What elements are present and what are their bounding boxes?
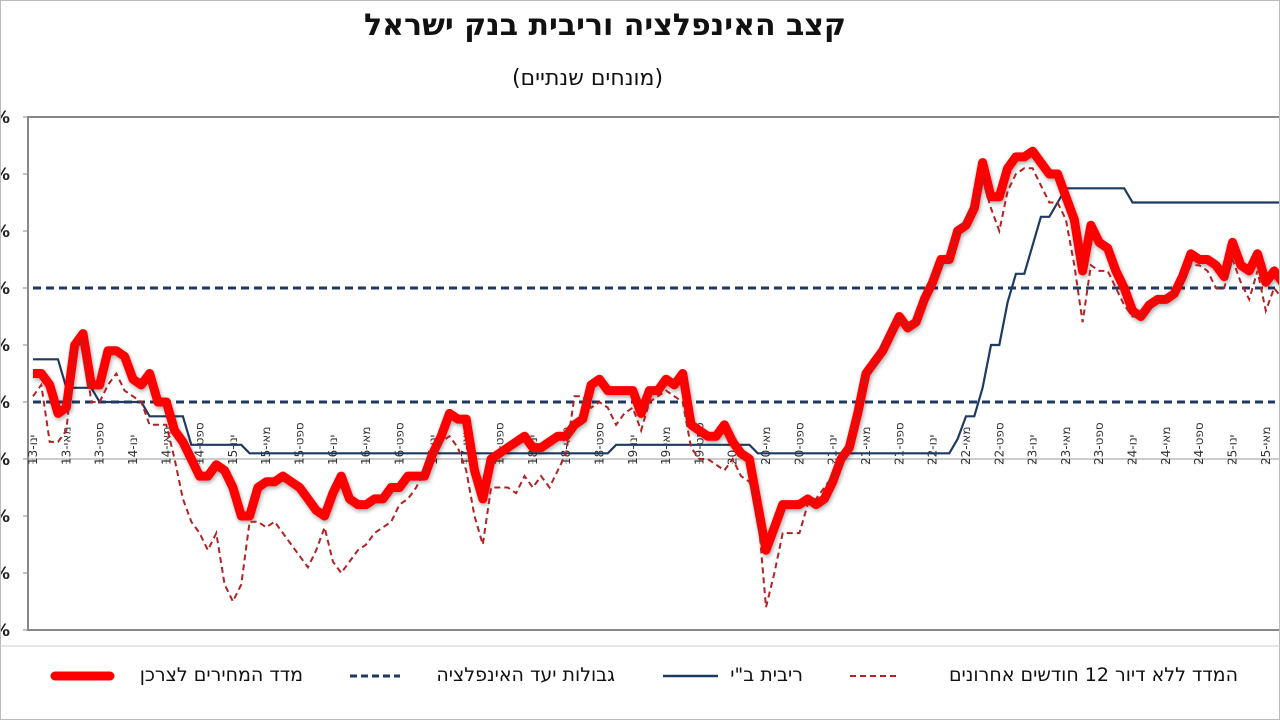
x-tick-label: ינו-22 — [926, 435, 940, 465]
x-tick-label: מאי-25 — [1259, 427, 1273, 465]
x-tick-label: ינו-21 — [826, 435, 840, 465]
x-tick-label: ינו-19 — [626, 435, 640, 465]
x-tick-label: מאי-20 — [759, 427, 773, 465]
x-tick-label: ינו-23 — [1026, 435, 1040, 465]
x-tick-label: ספט-15 — [293, 422, 307, 465]
y-tick-label: 4% — [0, 222, 10, 242]
x-tick-label: ינו-14 — [126, 435, 140, 465]
y-tick-label: -2% — [0, 564, 10, 584]
legend-target: גבולות יעד האינפלציה — [436, 664, 615, 686]
cpi-line — [33, 146, 1280, 555]
y-tick-label: 6% — [0, 108, 10, 128]
y-tick-label: -1% — [0, 507, 10, 527]
x-tick-label: מאי-21 — [859, 427, 873, 465]
cpi-ex-housing-line — [32, 167, 1280, 608]
legend-rate: ריבית ב"י — [730, 664, 803, 686]
y-tick-label: 0% — [0, 450, 10, 470]
x-tick-label: ינו-15 — [226, 435, 240, 465]
interest-rate-line — [33, 187, 1280, 455]
y-tick-label: 2% — [0, 336, 10, 356]
x-tick-label: ספט-16 — [393, 422, 407, 465]
legend-core: המדד ללא דיור 12 חודשים אחרונים — [948, 664, 1238, 686]
x-tick-label: מאי-15 — [259, 427, 273, 465]
x-tick-label: ינו-25 — [1226, 435, 1240, 465]
y-tick-label: 1% — [0, 393, 10, 413]
x-tick-label: מאי-13 — [59, 427, 73, 465]
x-tick-label: ינו-16 — [326, 435, 340, 465]
x-tick-label: ינו-13 — [26, 435, 40, 465]
x-tick-label: מאי-24 — [1159, 427, 1173, 465]
y-tick-label: 3% — [0, 279, 10, 299]
legend-cpi: מדד המחירים לצרכן — [139, 664, 303, 686]
x-tick-label: ספט-23 — [1092, 422, 1106, 465]
x-tick-label: ספט-21 — [892, 422, 906, 465]
x-tick-label: ספט-14 — [193, 422, 207, 465]
chart-title: קצב האינפלציה וריבית בנק ישראל — [364, 8, 846, 43]
x-tick-label: מאי-22 — [959, 427, 973, 465]
chart-subtitle: (מונחים שנתיים) — [511, 66, 664, 91]
x-tick-label: ספט-13 — [93, 422, 107, 465]
x-tick-label: ספט-22 — [992, 422, 1006, 465]
x-tick-label: ספט-24 — [1192, 422, 1206, 465]
y-tick-label: -3% — [0, 621, 10, 641]
y-tick-label: 5% — [0, 165, 10, 185]
x-tick-label: מאי-16 — [359, 427, 373, 465]
x-tick-label: מאי-23 — [1059, 427, 1073, 465]
x-tick-label: ספט-20 — [792, 422, 806, 465]
x-tick-label: ינו-24 — [1126, 435, 1140, 465]
plot-area — [27, 116, 1280, 631]
x-tick-label: ספט-18 — [592, 422, 606, 465]
